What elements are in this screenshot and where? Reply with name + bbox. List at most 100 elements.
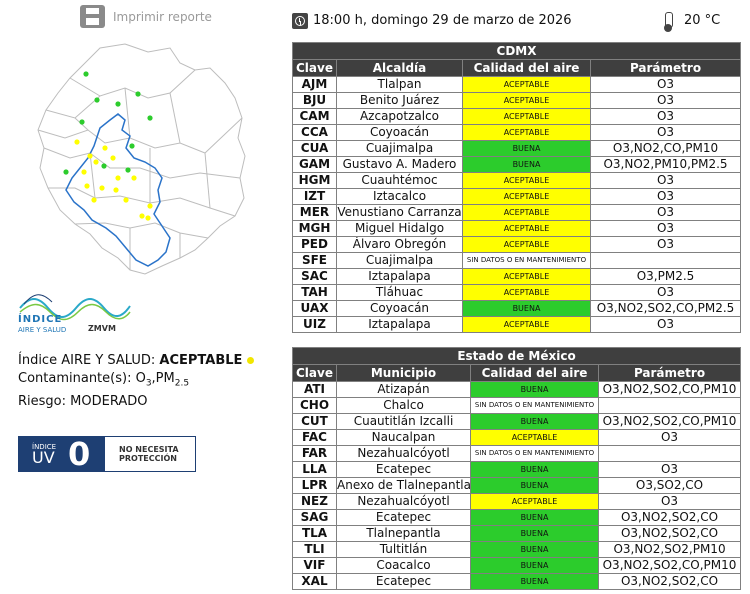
air-quality-cell: ACEPTABLE (462, 76, 591, 93)
table-row: CCA Coyoacán ACEPTABLE O3 (292, 124, 742, 141)
pollutant-label: Contaminante(s): (18, 371, 136, 386)
parameters-cell: O3 (589, 76, 742, 93)
station-location: Benito Juárez (336, 92, 463, 109)
air-quality-cell: ACEPTABLE (462, 108, 591, 125)
station-location: Gustavo A. Madero (336, 156, 463, 173)
parameters-cell: O3,NO2,SO2,CO,PM2.5 (589, 300, 742, 317)
air-quality-cell: BUENA (470, 557, 599, 574)
station-code: LPR (292, 477, 337, 494)
station-code: MER (292, 204, 337, 221)
station-location: Iztapalapa (336, 316, 463, 333)
column-header: Municipio (336, 364, 471, 382)
table-row: AJM Tlalpan ACEPTABLE O3 (292, 76, 742, 93)
parameters-cell: O3,NO2,SO2,PM10 (597, 541, 742, 558)
station-code: CCA (292, 124, 337, 141)
table-row: SAC Iztapalapa ACEPTABLE O3,PM2.5 (292, 268, 742, 285)
parameters-cell: O3,NO2,SO2,CO (597, 573, 742, 590)
air-quality-cell: ACEPTABLE (462, 220, 591, 237)
air-quality-cell: BUENA (470, 509, 599, 526)
pollutant-o: O (135, 371, 146, 386)
station-code: BJU (292, 92, 337, 109)
parameters-cell: O3 (597, 493, 742, 510)
table-row: CAM Azcapotzalco ACEPTABLE O3 (292, 108, 742, 125)
index-line: Índice AIRE Y SALUD: ACEPTABLE (18, 352, 255, 370)
logo-text-2: AIRE Y SALUD (18, 326, 67, 334)
uv-left: ÍNDICE UV 0 (19, 437, 105, 471)
pollutant-sub-3: 3 (145, 378, 152, 389)
clock-icon (292, 13, 308, 29)
column-header: Parámetro (597, 364, 742, 382)
parameters-cell: O3,SO2,CO (597, 477, 742, 494)
table-row: LLA Ecatepec BUENA O3 (292, 461, 742, 478)
air-quality-cell: BUENA (470, 525, 599, 542)
air-quality-cell: ACEPTABLE (462, 188, 591, 205)
table-row: TAH Tláhuac ACEPTABLE O3 (292, 284, 742, 301)
column-header: Clave (292, 364, 337, 382)
pollutant-line: Contaminante(s): O3,PM2.5 (18, 370, 254, 393)
column-header: Parámetro (589, 59, 742, 77)
table-row: PED Álvaro Obregón ACEPTABLE O3 (292, 236, 742, 253)
air-quality-cell: BUENA (462, 140, 591, 157)
station-code: GAM (292, 156, 337, 173)
parameters-cell: O3 (597, 461, 742, 478)
station-code: CUT (292, 413, 337, 430)
column-header: Calidad del aire (470, 364, 599, 382)
print-report-label: Imprimir reporte (113, 9, 212, 24)
print-report-button[interactable]: Imprimir reporte (80, 5, 212, 28)
uv-label-big: UV (32, 448, 55, 467)
air-quality-cell: BUENA (470, 541, 599, 558)
station-code: SAG (292, 509, 337, 526)
parameters-cell: O3 (589, 92, 742, 109)
parameters-cell: O3,NO2,PM10,PM2.5 (589, 156, 742, 173)
parameters-cell: O3 (589, 316, 742, 333)
parameters-cell: O3 (589, 284, 742, 301)
station-location: Naucalpan (336, 429, 471, 446)
air-quality-cell: BUENA (470, 461, 599, 478)
parameters-cell (597, 445, 742, 462)
table-row: CUA Cuajimalpa BUENA O3,NO2,CO,PM10 (292, 140, 742, 157)
station-location: Miguel Hidalgo (336, 220, 463, 237)
table-row: FAC Naucalpan ACEPTABLE O3 (292, 429, 742, 446)
parameters-cell: O3 (589, 108, 742, 125)
air-quality-cell: SIN DATOS O EN MANTENIMIENTO (470, 445, 599, 462)
air-quality-cell: ACEPTABLE (470, 429, 599, 446)
station-location: Coyoacán (336, 300, 463, 317)
risk-label: Riesgo: (18, 393, 71, 409)
table-row: BJU Benito Juárez ACEPTABLE O3 (292, 92, 742, 109)
uv-index-badge: ÍNDICE UV 0 NO NECESITA PROTECCIÓN (18, 436, 196, 472)
parameters-cell: O3,NO2,SO2,CO,PM10 (597, 413, 742, 430)
station-location: Cuajimalpa (336, 140, 463, 157)
table-row: NEZ Nezahualcóyotl ACEPTABLE O3 (292, 493, 742, 510)
station-location: Tlalnepantla (336, 525, 471, 542)
parameters-cell: O3,NO2,CO,PM10 (589, 140, 742, 157)
indice-aire-salud-logo: ÍNDICE AIRE Y SALUD ZMVM (18, 278, 133, 338)
air-quality-cell: ACEPTABLE (462, 284, 591, 301)
station-map (37, 43, 246, 275)
uv-note: NO NECESITA PROTECCIÓN (105, 437, 195, 471)
station-code: UIZ (292, 316, 337, 333)
station-code: VIF (292, 557, 337, 574)
parameters-cell (597, 397, 742, 414)
column-header: Alcaldía (336, 59, 463, 77)
report-datetime: 18:00 h, domingo 29 de marzo de 2026 (313, 13, 572, 28)
station-code: TAH (292, 284, 337, 301)
station-code: CUA (292, 140, 337, 157)
station-code: UAX (292, 300, 337, 317)
station-location: Nezahualcóyotl (336, 493, 471, 510)
uv-label-small: ÍNDICE (32, 443, 57, 451)
table-row: MER Venustiano Carranza ACEPTABLE O3 (292, 204, 742, 221)
station-location: Tláhuac (336, 284, 463, 301)
air-quality-cell: ACEPTABLE (462, 236, 591, 253)
station-location: Atizapán (336, 381, 471, 398)
temperature: 20 °C (684, 13, 721, 28)
station-code: MGH (292, 220, 337, 237)
air-quality-cell: BUENA (470, 573, 599, 590)
logo-text-1: ÍNDICE (18, 314, 63, 325)
station-location: Anexo de Tlalnepantla (336, 477, 471, 494)
station-code: LLA (292, 461, 337, 478)
parameters-cell: O3,NO2,SO2,CO,PM10 (597, 557, 742, 574)
air-quality-cell: BUENA (470, 381, 599, 398)
station-code: SFE (292, 252, 337, 269)
air-summary: Índice AIRE Y SALUD: ACEPTABLE Contamina… (18, 352, 255, 411)
air-quality-cell: ACEPTABLE (462, 172, 591, 189)
